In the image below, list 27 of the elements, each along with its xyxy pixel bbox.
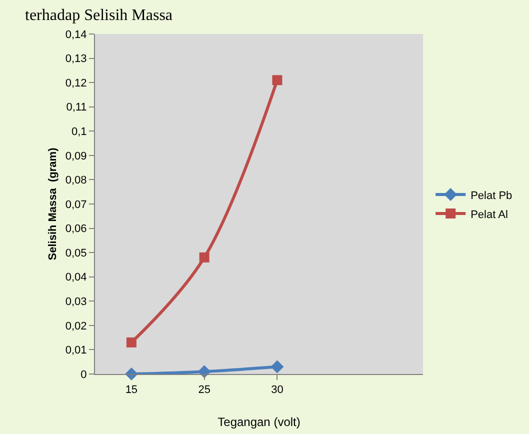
point xyxy=(126,337,136,348)
x-tick-label: 15 xyxy=(125,384,138,396)
chart-title: terhadap Selisih Massa xyxy=(25,7,173,24)
y-tick-label: 0,13 xyxy=(65,53,87,66)
y-tick-label: 0,11 xyxy=(66,102,87,114)
y-tick-label: 0,07 xyxy=(65,198,87,211)
y-tick-label: 0,05 xyxy=(65,247,87,260)
y-tick-label: 0,04 xyxy=(65,272,87,284)
y-tick-label: 0,08 xyxy=(65,174,87,187)
y-tick-label: 0,02 xyxy=(65,320,87,332)
x-axis-title: Tegangan (volt) xyxy=(218,415,300,430)
y-tick-label: 0,14 xyxy=(65,28,87,41)
point xyxy=(270,360,284,374)
point xyxy=(272,75,282,86)
x-tick-label: 25 xyxy=(198,384,210,396)
y-tick-label: 0,01 xyxy=(65,344,87,357)
y-tick-label: 0,12 xyxy=(65,77,87,90)
legend-label: Pelat Al xyxy=(470,208,508,221)
y-tick-label: 0,06 xyxy=(65,223,87,236)
point xyxy=(199,252,210,262)
y-axis-title: Selisih Massa (gram) xyxy=(47,147,60,260)
x-tick-label: 30 xyxy=(271,384,284,396)
y-tick-label: 0 xyxy=(80,368,87,381)
y-tick-label: 0,03 xyxy=(65,296,87,308)
legend-label: Pelat Pb xyxy=(470,190,512,202)
y-tick-label: 0,09 xyxy=(65,150,87,162)
y-tick-label: 0,1 xyxy=(72,126,87,138)
